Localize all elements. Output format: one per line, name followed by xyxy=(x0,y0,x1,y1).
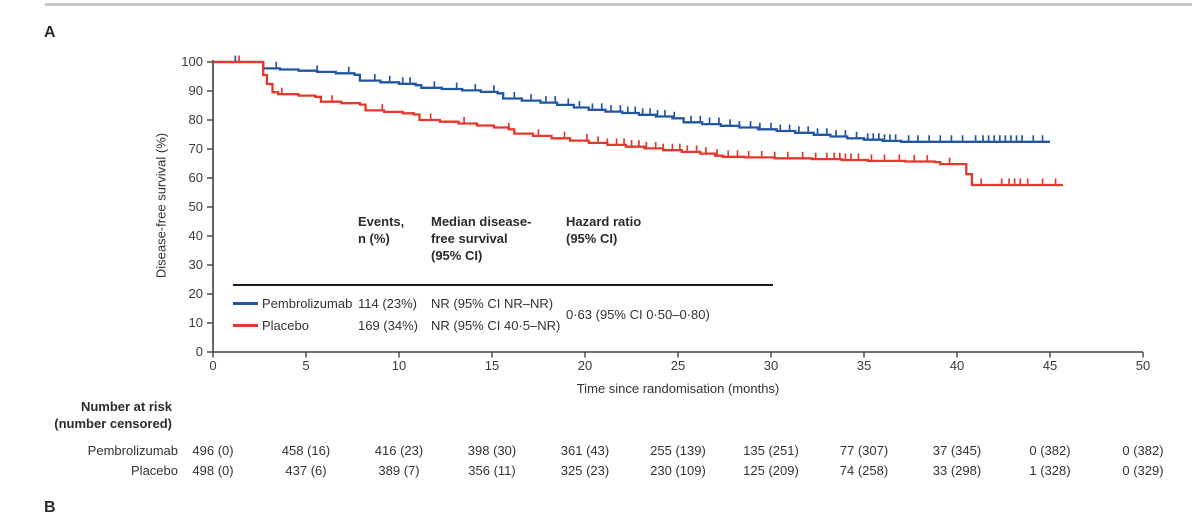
legend-label-placebo: Placebo xyxy=(262,318,309,333)
x-tick-label: 10 xyxy=(391,358,407,373)
risk-cell-pembrolizumab: 398 (30) xyxy=(467,443,517,458)
risk-cell-placebo: 325 (23) xyxy=(560,463,610,478)
risk-cell-pembrolizumab: 416 (23) xyxy=(374,443,424,458)
x-tick-label: 35 xyxy=(856,358,872,373)
risk-cell-pembrolizumab: 0 (382) xyxy=(1029,443,1071,458)
events-pembrolizumab: 114 (23%) xyxy=(358,296,418,311)
risk-cell-placebo: 230 (109) xyxy=(650,463,706,478)
y-tick-label: 0 xyxy=(195,344,203,359)
x-tick-label: 25 xyxy=(670,358,686,373)
summary-header-median: Median disease- free survival (95% CI) xyxy=(431,214,532,263)
top-divider xyxy=(45,3,1192,6)
km-curve-pembrolizumab xyxy=(213,60,1050,143)
summary-header-events: Events, n (%) xyxy=(358,214,405,246)
risk-cell-placebo: 1 (328) xyxy=(1029,463,1071,478)
x-tick-label: 50 xyxy=(1135,358,1151,373)
y-tick-label: 30 xyxy=(188,257,203,272)
risk-cell-placebo: 437 (6) xyxy=(285,463,327,478)
median-placebo: NR (95% CI 40·5–NR) xyxy=(431,318,561,333)
risk-table-title-line1: Number at risk xyxy=(80,399,172,414)
risk-cell-placebo: 74 (258) xyxy=(839,463,889,478)
y-tick-label: 100 xyxy=(181,54,203,69)
pembrolizumab-line-swatch xyxy=(233,302,258,305)
y-tick-label: 20 xyxy=(188,286,203,301)
risk-cell-placebo: 125 (209) xyxy=(743,463,799,478)
x-tick-label: 5 xyxy=(302,358,310,373)
x-axis-title: Time since randomisation (months) xyxy=(576,381,780,396)
y-tick-label: 80 xyxy=(188,112,203,127)
panel-label-b: B xyxy=(44,499,56,516)
y-tick-label: 40 xyxy=(188,228,203,243)
risk-cell-pembrolizumab: 255 (139) xyxy=(650,443,706,458)
median-pembrolizumab: NR (95% CI NR–NR) xyxy=(431,296,554,311)
risk-cell-pembrolizumab: 37 (345) xyxy=(932,443,982,458)
risk-cell-pembrolizumab: 135 (251) xyxy=(743,443,799,458)
risk-row-label-placebo: Placebo xyxy=(131,463,178,478)
risk-cell-placebo: 33 (298) xyxy=(932,463,982,478)
risk-cell-pembrolizumab: 0 (382) xyxy=(1122,443,1164,458)
risk-cell-placebo: 498 (0) xyxy=(192,463,234,478)
y-tick-label: 70 xyxy=(188,141,203,156)
x-tick-label: 45 xyxy=(1042,358,1058,373)
y-tick-label: 60 xyxy=(188,170,203,185)
risk-cell-pembrolizumab: 496 (0) xyxy=(192,443,234,458)
risk-cell-placebo: 356 (11) xyxy=(468,463,516,478)
risk-cell-placebo: 0 (329) xyxy=(1122,463,1164,478)
summary-header-hazard: Hazard ratio (95% CI) xyxy=(566,214,642,246)
x-tick-label: 40 xyxy=(949,358,965,373)
y-tick-label: 50 xyxy=(188,199,203,214)
x-tick-label: 0 xyxy=(209,358,217,373)
risk-cell-pembrolizumab: 361 (43) xyxy=(560,443,610,458)
y-tick-label: 10 xyxy=(188,315,203,330)
y-tick-label: 90 xyxy=(188,83,203,98)
risk-row-label-pembrolizumab: Pembrolizumab xyxy=(87,443,178,458)
risk-cell-placebo: 389 (7) xyxy=(378,463,420,478)
x-tick-label: 20 xyxy=(577,358,593,373)
placebo-line-swatch xyxy=(233,324,258,327)
hazard-ratio-value: 0·63 (95% CI 0·50–0·80) xyxy=(566,307,710,322)
risk-cell-pembrolizumab: 77 (307) xyxy=(839,443,889,458)
x-tick-label: 30 xyxy=(763,358,779,373)
risk-cell-pembrolizumab: 458 (16) xyxy=(281,443,331,458)
km-curve-placebo xyxy=(213,60,1063,187)
events-placebo: 169 (34%) xyxy=(358,318,418,333)
risk-table-title-line2: (number censored) xyxy=(54,416,172,431)
legend-label-pembrolizumab: Pembrolizumab xyxy=(262,296,353,311)
x-tick-label: 15 xyxy=(484,358,500,373)
panel-label-a: A xyxy=(44,24,56,41)
summary-table-rule xyxy=(233,284,773,286)
